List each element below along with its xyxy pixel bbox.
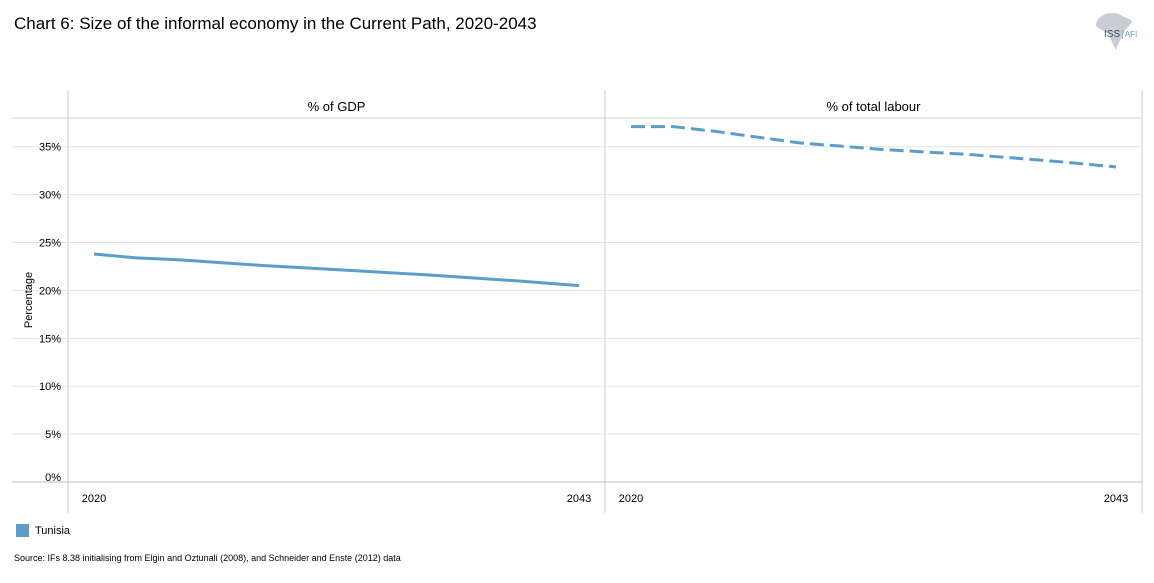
x-tick-labour-start: 2020 [619, 493, 643, 505]
legend-label: Tunisia [35, 524, 71, 537]
x-tick-gdp-start: 2020 [82, 493, 106, 505]
y-axis-label: Percentage [23, 272, 35, 328]
series-line-gdp-tunisia [93, 252, 580, 288]
series-line-labour-tunisia [631, 125, 1117, 169]
y-tick-label: 0% [45, 472, 61, 484]
y-tick-label: 25% [39, 238, 61, 250]
y-tick-label: 35% [39, 142, 61, 154]
logo-text: ISS|AFI [1104, 29, 1138, 40]
panel-title-gdp: % of GDP [308, 99, 366, 114]
logo-main: ISS [1104, 29, 1121, 40]
chart-title: Chart 6: Size of the informal economy in… [14, 14, 537, 33]
africa-map-logo-icon [1096, 13, 1132, 50]
y-tick-label: 5% [45, 429, 61, 441]
y-tick-label: 15% [39, 333, 61, 345]
panel-title-labour: % of total labour [827, 99, 922, 114]
source-note: Source: IFs 8.38 initialising from Elgin… [14, 553, 401, 563]
logo-sub: AFI [1124, 30, 1138, 39]
y-tick-label: 30% [39, 190, 61, 202]
legend-swatch [16, 524, 29, 537]
y-tick-labels: 0% 5% 10% 15% 20% 25% 30% 35% [39, 142, 61, 484]
grid-lines [12, 146, 1142, 435]
y-tick-label: 10% [39, 381, 61, 393]
y-tick-label: 20% [39, 285, 61, 297]
legend: Tunisia [16, 524, 70, 537]
x-tick-gdp-end: 2043 [567, 493, 591, 505]
x-tick-labour-end: 2043 [1104, 493, 1128, 505]
